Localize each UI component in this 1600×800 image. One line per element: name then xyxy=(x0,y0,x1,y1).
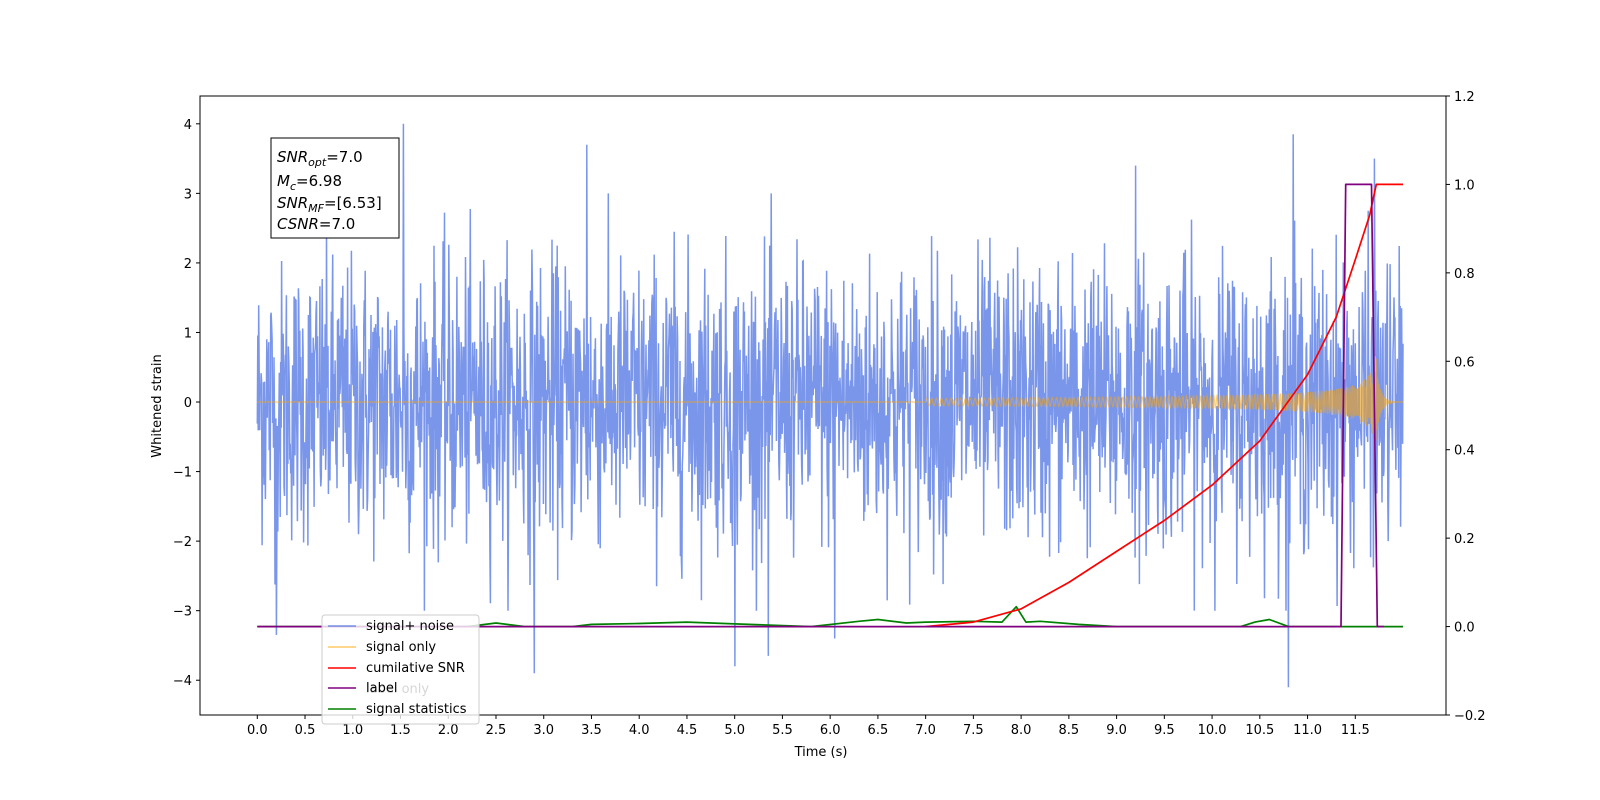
series-signal-only xyxy=(257,358,1403,441)
x-tick-label: 0.5 xyxy=(295,723,316,738)
x-tick-label: 6.5 xyxy=(868,723,889,738)
series-label xyxy=(257,183,1384,628)
x-tick-label: 3.5 xyxy=(581,723,602,738)
series-cumilative-snr xyxy=(925,183,1403,628)
info-box: SNRopt=7.0 Mc=6.98 SNRMF=[6.53] CSNR=7.0 xyxy=(270,137,400,239)
x-tick-label: 3.0 xyxy=(533,723,554,738)
y-tick-label: 0 xyxy=(184,396,192,411)
y-right-tick-label: 0.0 xyxy=(1454,621,1475,636)
x-tick-label: 8.5 xyxy=(1059,723,1080,738)
x-tick-label: 5.5 xyxy=(772,723,793,738)
y-right-tick-label: 0.6 xyxy=(1454,355,1475,370)
x-tick-label: 8.0 xyxy=(1011,723,1032,738)
series-layer xyxy=(256,123,1404,688)
info-snr-mf: SNRMF=[6.53] xyxy=(277,194,382,215)
y-tick-label: 1 xyxy=(184,326,192,341)
x-tick-label: 10.0 xyxy=(1198,723,1227,738)
y-axis-right: 1.2 1.0 0.8 0.6 0.4 0.2 0.0 −0.2 xyxy=(1446,90,1486,724)
y-tick-label: −4 xyxy=(173,674,192,689)
x-tick-label: 7.0 xyxy=(915,723,936,738)
y-right-tick-label: 0.8 xyxy=(1454,267,1475,282)
info-mc: Mc=6.98 xyxy=(277,172,342,193)
x-tick-label: 7.5 xyxy=(963,723,984,738)
legend: signal+ noise signal only cumilative SNR… xyxy=(321,614,480,725)
legend-label-signal-only: signal only xyxy=(366,640,436,655)
legend-frame xyxy=(321,614,480,725)
x-axis: 0.0 0.5 1.0 1.5 2.0 2.5 3.0 3.5 4.0 4.5 5.0 5.5 6.0 6… xyxy=(247,715,1370,738)
info-csnr: CSNR=7.0 xyxy=(277,215,355,233)
legend-label-signal-statistics: signal statistics xyxy=(366,702,467,717)
x-tick-label: 11.0 xyxy=(1293,723,1322,738)
x-tick-label: 1.0 xyxy=(342,723,363,738)
x-tick-label: 6.0 xyxy=(820,723,841,738)
y-right-tick-label: 0.4 xyxy=(1454,444,1475,459)
x-tick-label: 4.5 xyxy=(677,723,698,738)
x-tick-label: 4.0 xyxy=(629,723,650,738)
x-tick-label: 11.5 xyxy=(1341,723,1370,738)
y-tick-label: 2 xyxy=(184,257,192,272)
info-box-frame xyxy=(270,137,400,239)
x-axis-title: Time (s) xyxy=(794,745,848,760)
x-tick-label: 0.0 xyxy=(247,723,268,738)
y-tick-label: −3 xyxy=(173,605,192,620)
y-tick-label: 3 xyxy=(184,187,192,202)
legend-label-cumulative-snr: cumilative SNR xyxy=(366,661,465,676)
y-axis-left: 4 3 2 1 0 −1 −2 −3 −4 xyxy=(173,118,200,689)
x-tick-label: 2.5 xyxy=(486,723,507,738)
y-tick-label: −2 xyxy=(173,535,192,550)
y-right-tick-label: 1.0 xyxy=(1454,178,1475,193)
x-tick-label: 2.0 xyxy=(438,723,459,738)
x-tick-label: 9.5 xyxy=(1154,723,1175,738)
y-axis-title: Whitened strain xyxy=(150,354,165,457)
y-tick-label: 4 xyxy=(184,118,192,133)
y-tick-label: −1 xyxy=(173,466,192,481)
y-right-tick-label: 1.2 xyxy=(1454,90,1475,105)
legend-label-label-only: label only xyxy=(366,682,429,697)
x-tick-label: 5.0 xyxy=(724,723,745,738)
x-tick-label: 9.0 xyxy=(1106,723,1127,738)
legend-label-label: label xyxy=(366,681,397,696)
legend-label-signal-noise: signal+ noise xyxy=(366,619,454,634)
series-signal-noise xyxy=(256,123,1404,688)
y-right-tick-label: 0.2 xyxy=(1454,532,1475,547)
x-tick-label: 10.5 xyxy=(1245,723,1274,738)
x-tick-label: 1.5 xyxy=(390,723,411,738)
info-snr-opt: SNRopt=7.0 xyxy=(277,148,363,169)
y-right-tick-label: −0.2 xyxy=(1454,709,1486,724)
plot-frame xyxy=(199,95,1447,716)
